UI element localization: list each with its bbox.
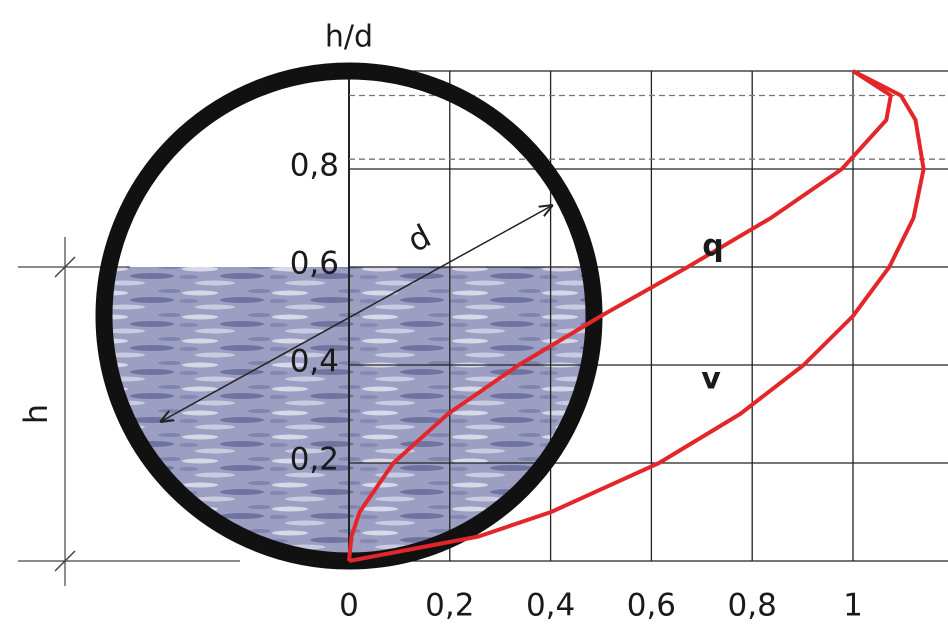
x-tick-label: 0,8	[728, 588, 777, 624]
grid-layer: h	[17, 70, 948, 586]
y-axis-label: h/d	[325, 20, 373, 55]
diameter-label: d	[401, 217, 437, 260]
y-tick-label: 0,6	[290, 246, 339, 282]
curve	[348, 69, 926, 563]
x-tick-label: 0,6	[627, 588, 676, 624]
curve	[347, 69, 893, 562]
top-layer: 0,2 0,4 0,6 0,8 0 0,2 0,4 0,6 0,8 1 q v	[290, 69, 926, 624]
series-label: v	[701, 362, 721, 397]
series-label: q	[702, 229, 723, 264]
y-tick-label: 0,4	[290, 344, 339, 380]
x-tick-label: 0	[339, 588, 359, 624]
dimension-tick	[54, 550, 76, 572]
dimension-tick	[54, 256, 76, 278]
x-tick-label: 0,2	[425, 588, 474, 624]
diameter-arrow	[160, 205, 553, 422]
x-tick-label: 1	[843, 588, 863, 624]
y-tick-label: 0,2	[290, 442, 339, 478]
x-tick-label: 0,4	[526, 588, 575, 624]
depth-label: h	[17, 404, 55, 424]
y-tick-label: 0,8	[290, 148, 339, 184]
